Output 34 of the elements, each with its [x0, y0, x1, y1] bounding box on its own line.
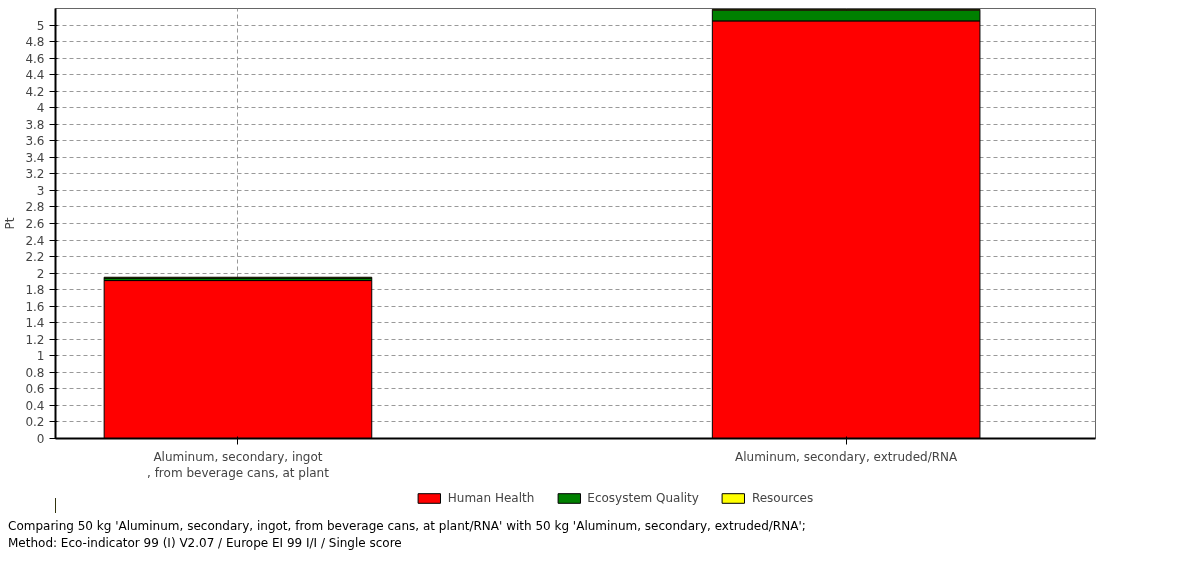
y-tick-label: 3.4: [25, 150, 45, 165]
y-tick-label: 1.4: [25, 316, 45, 331]
y-tick-label: 4.6: [25, 51, 45, 66]
y-tick-label: 2.4: [25, 233, 45, 248]
y-tick-label: 0.8: [25, 365, 45, 380]
y-tick-label: 4.4: [25, 68, 45, 83]
y-tick-label: 2.6: [25, 217, 45, 231]
text: Method: Eco-indicator 99 (I) V2.07 / Europe EI 99 I/I / Single score: [8, 536, 402, 551]
y-tick-label: 3.2: [25, 167, 45, 182]
y-tick-label: 2.8: [25, 200, 45, 215]
y-tick-label: 2.2: [25, 250, 45, 265]
x-tick-label: Aluminum, secondary, ingot , from beverage cans, at plant: [147, 449, 330, 481]
legend-label: Resources: [751, 491, 814, 505]
y-tick-label: 0.2: [25, 415, 45, 430]
y-axis-title: Pt: [3, 217, 18, 230]
y-tick-label: 2: [36, 266, 45, 281]
y-tick-label: 4.2: [25, 84, 45, 99]
y-tick-label: 0: [36, 432, 45, 446]
legend-label: Ecosystem Quality: [587, 491, 699, 505]
y-tick-label: 1.6: [25, 299, 45, 314]
x-tick-label: Aluminum, secondary, extruded/RNA: [735, 449, 959, 464]
legend-label: Human Health: [447, 491, 535, 505]
y-tick-label: 0.6: [25, 382, 45, 397]
y-tick-label: 1: [36, 349, 45, 364]
y-tick-label: 3.8: [25, 117, 45, 132]
y-tick-label: 5: [36, 18, 45, 33]
y-tick-label: 4: [36, 101, 45, 116]
y-tick-label: 3: [36, 183, 45, 198]
y-tick-label: 3.6: [25, 134, 45, 149]
y-tick-label: 0.4: [25, 398, 45, 413]
y-tick-label: 4.8: [25, 35, 45, 50]
y-tick-label: 1.2: [25, 332, 45, 347]
text: Comparing 50 kg 'Aluminum, secondary, ingot, from beverage cans, at plant/RNA' with 50 kg 'Aluminum, secondary, extruded/RNA';: [8, 519, 806, 533]
y-tick-label: 1.8: [25, 283, 45, 298]
